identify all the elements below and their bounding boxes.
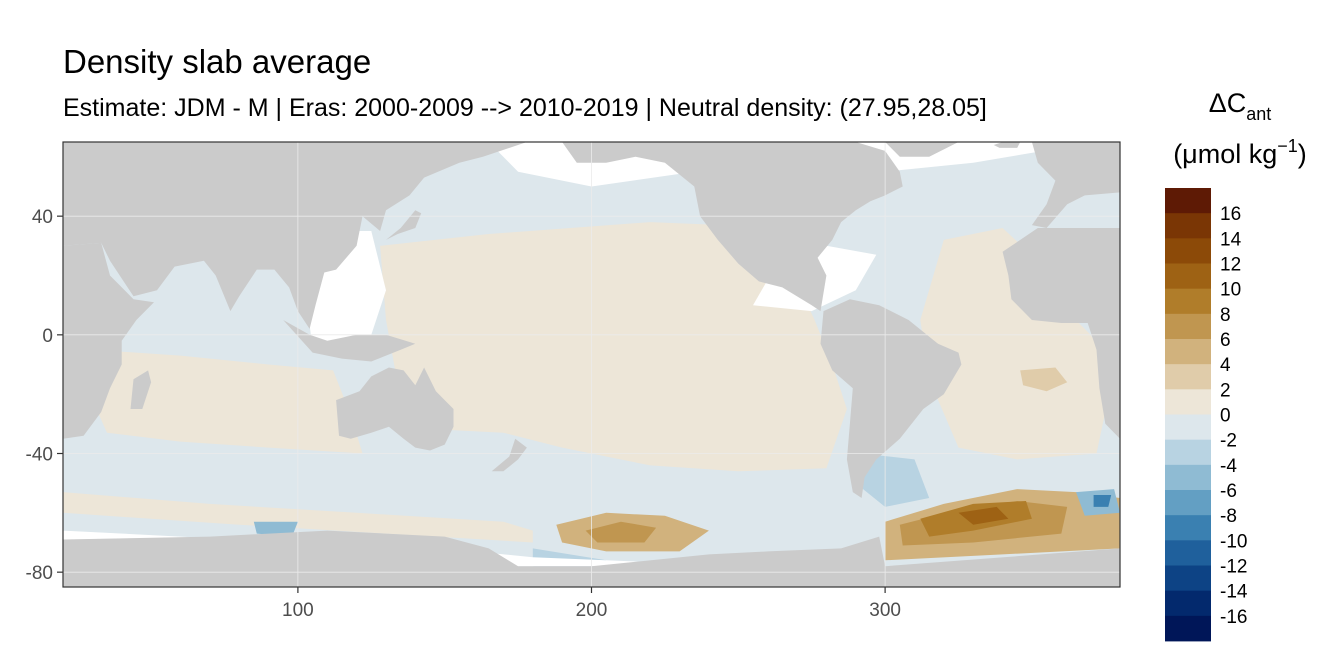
land-africa-atlantic: [1002, 228, 1120, 439]
legend-color-step: [1165, 615, 1211, 642]
legend-color-step: [1165, 313, 1211, 340]
x-tick-label: 300: [869, 600, 901, 621]
legend-break-label: 12: [1220, 255, 1241, 276]
y-tick-label: 0: [42, 326, 53, 347]
y-tick-label: -40: [26, 445, 53, 466]
legend-labels: 16 14 12 10 8 6 4 2 0 -2 -4 -6 -8 -10 -12 -14 -16: [1220, 204, 1248, 628]
legend-break-label: 2: [1220, 380, 1231, 401]
weddell-peak-patch: [958, 506, 1009, 525]
legend-break-label: -14: [1220, 582, 1248, 603]
legend-color-step: [1165, 188, 1211, 214]
land-south-america: [820, 299, 962, 498]
legend-color-step: [1165, 490, 1211, 516]
chart-subtitle: Estimate: JDM - M | Eras: 2000-2009 --> …: [63, 94, 987, 122]
legend-color-step: [1165, 439, 1211, 466]
land-iceland: [993, 142, 1021, 148]
legend-break-label: -10: [1220, 531, 1247, 552]
map-panel: [63, 142, 1120, 587]
land-greenland: [885, 142, 959, 157]
legend-color-step: [1165, 389, 1211, 415]
legend-color-step: [1165, 464, 1211, 491]
land-antarctica: [63, 530, 1120, 587]
land-europe-west: [1031, 142, 1120, 228]
legend-color-step: [1165, 540, 1211, 566]
y-tick-label: 40: [32, 207, 53, 228]
legend-color-step: [1165, 414, 1211, 441]
legend-color-step: [1165, 364, 1211, 390]
legend-color-step: [1165, 515, 1211, 541]
land-new-zealand: [491, 438, 527, 472]
y-tick-label: -80: [26, 563, 53, 584]
legend-color-step: [1165, 565, 1211, 592]
legend-break-label: -2: [1220, 431, 1237, 452]
x-axis: 100 200 300: [282, 587, 901, 621]
land-africa-west: [63, 242, 154, 439]
land-eurasia-east: [63, 142, 527, 329]
legend-color-step: [1165, 238, 1211, 264]
legend-title: ΔCant: [1209, 88, 1272, 124]
legend-color-step: [1165, 339, 1211, 365]
legend-break-label: 14: [1220, 229, 1242, 250]
legend-unit: (μmol kg−1): [1173, 136, 1307, 169]
ross-sea-core: [585, 521, 657, 543]
legend-colorbar: [1165, 188, 1211, 642]
land-australia: [336, 367, 454, 451]
legend-break-label: -16: [1220, 607, 1247, 628]
legend: ΔCant (μmol kg−1) 16 14 12 10 8 6 4 2 0 -2 -4 -6 -8 -…: [1165, 88, 1307, 642]
legend-color-step: [1165, 590, 1211, 617]
legend-break-label: 0: [1220, 406, 1231, 427]
x-tick-label: 100: [282, 600, 314, 621]
legend-color-step: [1165, 263, 1211, 290]
land-indonesia: [283, 320, 416, 362]
pacific-positive-band: [380, 222, 847, 472]
land-madagascar: [130, 370, 152, 409]
legend-color-step: [1165, 288, 1211, 315]
legend-break-label: 10: [1220, 280, 1241, 301]
y-axis: 40 0 -40 -80: [26, 207, 63, 584]
atlantic-tropical-patch: [1020, 367, 1068, 392]
chart-title: Density slab average: [63, 43, 372, 80]
land-japan: [386, 210, 422, 240]
x-tick-label: 200: [576, 600, 608, 621]
indian-positive-band: [92, 349, 363, 454]
legend-break-label: 6: [1220, 330, 1231, 351]
legend-break-label: 16: [1220, 204, 1241, 225]
atlantic-positive-band: [920, 228, 1115, 460]
drake-negative-patch: [855, 453, 930, 507]
legend-break-label: -6: [1220, 481, 1237, 502]
legend-break-label: -12: [1220, 557, 1247, 578]
legend-break-label: 8: [1220, 305, 1231, 326]
legend-break-label: 4: [1220, 355, 1231, 376]
land-north-america: [562, 142, 903, 312]
legend-color-step: [1165, 213, 1211, 239]
legend-break-label: -4: [1220, 456, 1237, 477]
legend-break-label: -8: [1220, 506, 1237, 527]
atlantic-southern-negative-core: [1093, 495, 1112, 507]
